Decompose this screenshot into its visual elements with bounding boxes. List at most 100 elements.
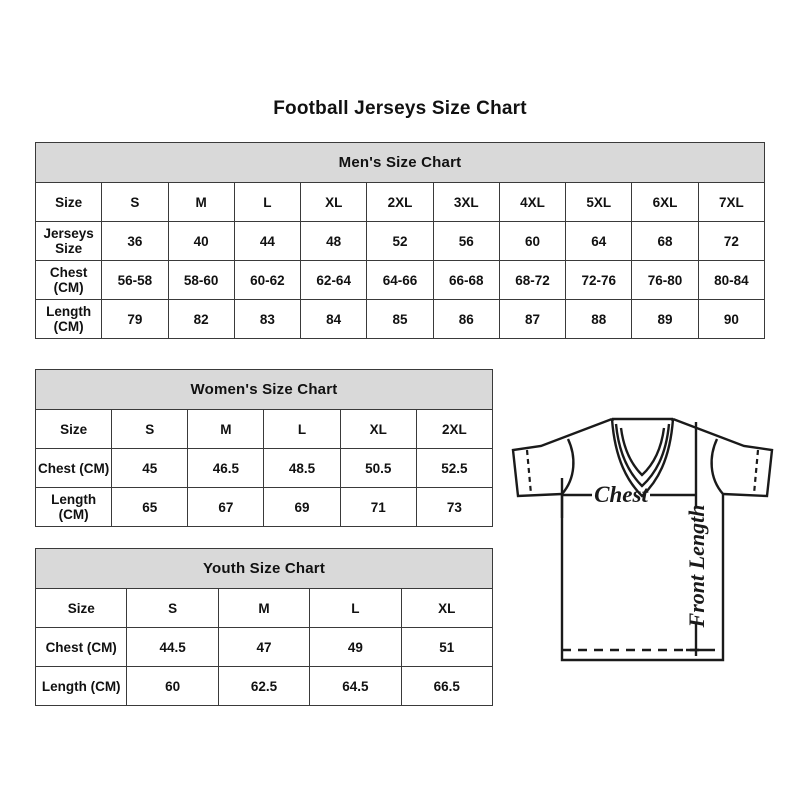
table-cell: 62-64 (300, 260, 368, 300)
table-row: Length (CM) 60 62.5 64.5 66.5 (34, 666, 494, 706)
table-cell: 40 (167, 221, 235, 261)
table-cell: 83 (233, 299, 302, 339)
table-cell: XL (339, 409, 417, 449)
table-cell: 86 (432, 299, 500, 339)
table-row: Jerseys Size 36 40 44 48 52 56 60 64 68 … (34, 221, 766, 261)
page-title: Football Jerseys Size Chart (273, 98, 527, 119)
table-cell: 89 (631, 299, 699, 339)
table-cell: 71 (339, 487, 417, 527)
row-label: Size (34, 182, 103, 222)
table-row: Length (CM) 79 82 83 84 85 86 87 88 89 9… (34, 299, 766, 339)
table-row: Length (CM) 65 67 69 71 73 (34, 487, 494, 527)
table-cell: 90 (697, 299, 766, 339)
table-cell: L (309, 588, 402, 628)
table-cell: 58-60 (167, 260, 235, 300)
womens-table-caption: Women's Size Chart (35, 369, 493, 410)
table-cell: 51 (400, 627, 494, 667)
table-cell: 48.5 (263, 448, 341, 488)
table-cell: 79 (101, 299, 169, 339)
table-cell: 65 (111, 487, 189, 527)
row-label: Length (CM) (34, 666, 128, 706)
left-cuff-dashed-line (525, 449, 533, 495)
youth-caption-row: Youth Size Chart (35, 548, 493, 589)
table-cell: XL (300, 182, 368, 222)
womens-table-body: Women's Size Chart Size S M L XL 2XL Che… (34, 369, 494, 527)
mens-table-body: Men's Size Chart Size S M L XL 2XL 3XL 4… (34, 142, 766, 339)
table-cell: 44 (233, 221, 302, 261)
table-row: Size S M L XL 2XL 3XL 4XL 5XL 6XL 7XL (34, 182, 766, 222)
table-cell: 67 (187, 487, 265, 527)
table-cell: 3XL (432, 182, 500, 222)
tshirt-measurement-diagram: Chest Front Length (500, 398, 785, 683)
table-cell: 72 (697, 221, 766, 261)
table-cell: S (101, 182, 169, 222)
table-cell: 56-58 (101, 260, 169, 300)
table-cell: 68-72 (498, 260, 567, 300)
right-cuff-dashed-line (752, 449, 760, 495)
table-cell: L (233, 182, 302, 222)
row-label: Length (CM) (34, 299, 103, 339)
row-label: Chest (CM) (34, 448, 113, 488)
table-cell: 85 (366, 299, 434, 339)
mens-table-caption: Men's Size Chart (35, 142, 765, 183)
table-cell: 82 (167, 299, 235, 339)
table-cell: 60-62 (233, 260, 302, 300)
table-row: Chest (CM) 56-58 58-60 60-62 62-64 64-66… (34, 260, 766, 300)
table-cell: 6XL (631, 182, 699, 222)
womens-caption-row: Women's Size Chart (35, 369, 493, 410)
row-label: Length (CM) (34, 487, 113, 527)
table-cell: 73 (415, 487, 494, 527)
table-cell: S (126, 588, 219, 628)
table-cell: 69 (263, 487, 341, 527)
table-cell: 52.5 (415, 448, 494, 488)
table-cell: 49 (309, 627, 402, 667)
table-cell: 64-66 (366, 260, 434, 300)
table-cell: 50.5 (339, 448, 417, 488)
table-cell: 46.5 (187, 448, 265, 488)
table-cell: M (167, 182, 235, 222)
table-cell: 64.5 (309, 666, 402, 706)
table-cell: 66.5 (400, 666, 494, 706)
table-cell: XL (400, 588, 494, 628)
youth-table-caption: Youth Size Chart (35, 548, 493, 589)
table-cell: 88 (565, 299, 633, 339)
table-cell: 36 (101, 221, 169, 261)
table-cell: M (217, 588, 311, 628)
table-row: Size S M L XL 2XL (34, 409, 494, 449)
v-neck-middle (614, 423, 671, 488)
table-cell: 60 (498, 221, 567, 261)
table-cell: L (263, 409, 341, 449)
table-cell: M (187, 409, 265, 449)
table-cell: 2XL (366, 182, 434, 222)
row-label: Jerseys Size (34, 221, 103, 261)
table-cell: 48 (300, 221, 368, 261)
row-label: Size (34, 409, 113, 449)
right-sleeve-outline (672, 417, 774, 498)
left-sleeve-outline (511, 417, 613, 498)
table-cell: 84 (300, 299, 368, 339)
mens-caption-row: Men's Size Chart (35, 142, 765, 183)
v-neck-outer (610, 418, 675, 498)
left-armhole-seam (561, 438, 575, 495)
right-armhole-seam (710, 438, 724, 495)
table-cell: 45 (111, 448, 189, 488)
table-cell: 76-80 (631, 260, 699, 300)
mens-size-chart-table: Men's Size Chart Size S M L XL 2XL 3XL 4… (34, 142, 766, 339)
row-label: Chest (CM) (34, 627, 128, 667)
row-label: Size (34, 588, 128, 628)
youth-table-body: Youth Size Chart Size S M L XL Chest (CM… (34, 548, 494, 706)
table-cell: 66-68 (432, 260, 500, 300)
table-cell: 60 (126, 666, 219, 706)
table-cell: 56 (432, 221, 500, 261)
table-row: Chest (CM) 44.5 47 49 51 (34, 627, 494, 667)
table-cell: 80-84 (697, 260, 766, 300)
v-neck-inner (619, 427, 666, 477)
table-cell: 44.5 (126, 627, 219, 667)
table-row: Size S M L XL (34, 588, 494, 628)
table-cell: 62.5 (217, 666, 311, 706)
front-length-dimension-label: Front Length (684, 505, 709, 629)
table-cell: 47 (217, 627, 311, 667)
chest-dimension-label: Chest (594, 482, 648, 507)
youth-size-chart-table: Youth Size Chart Size S M L XL Chest (CM… (34, 548, 494, 706)
table-row: Chest (CM) 45 46.5 48.5 50.5 52.5 (34, 448, 494, 488)
